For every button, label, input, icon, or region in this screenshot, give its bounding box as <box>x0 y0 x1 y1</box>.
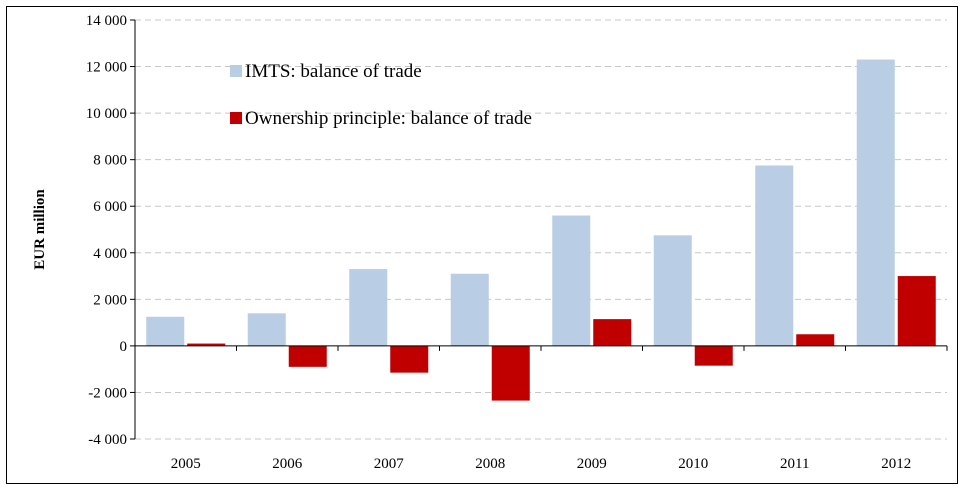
y-tick-label: 10 000 <box>86 106 127 122</box>
x-tick-label: 2006 <box>272 456 303 472</box>
bar-imts-2006 <box>247 313 286 346</box>
legend-swatch-ownership <box>230 112 242 124</box>
y-tick-label: 12 000 <box>86 60 127 76</box>
bar-imts-2011 <box>755 165 794 346</box>
bar-ownership-2011 <box>796 334 835 346</box>
legend-label-ownership: Ownership principle: balance of trade <box>245 108 532 129</box>
x-tick-label: 2007 <box>374 456 405 472</box>
y-tick-label: 0 <box>120 339 128 355</box>
x-tick-label: 2008 <box>475 456 505 472</box>
bar-imts-2009 <box>552 215 591 346</box>
x-tick-label: 2010 <box>678 456 708 472</box>
axes <box>130 19 948 440</box>
x-tick-label: 2012 <box>881 456 911 472</box>
bar-imts-2010 <box>653 235 692 346</box>
y-tick-label: 6 000 <box>93 199 127 215</box>
bar-ownership-2007 <box>390 345 429 373</box>
bar-imts-2008 <box>450 273 489 346</box>
x-tick-label: 2005 <box>171 456 201 472</box>
bar-ownership-2005 <box>187 343 226 346</box>
y-tick-label: 14 000 <box>86 13 127 29</box>
bar-ownership-2009 <box>593 319 632 346</box>
y-tick-label: 2 000 <box>93 292 127 308</box>
legend-label-imts: IMTS: balance of trade <box>245 61 422 82</box>
bar-ownership-2012 <box>897 276 936 346</box>
bars <box>146 59 936 401</box>
bar-ownership-2006 <box>288 345 327 367</box>
bar-imts-2007 <box>349 269 388 346</box>
y-tick-label: -4 000 <box>88 432 127 448</box>
y-axis-title: EUR million <box>32 189 48 270</box>
x-tick-label: 2009 <box>577 456 607 472</box>
bar-imts-2012 <box>856 59 895 346</box>
chart-frame: -4 000 -2 000 0 2 000 4 000 6 000 8 000 10 000 1… <box>6 6 958 484</box>
gridlines <box>135 19 947 440</box>
legend: IMTS: balance of trade Ownership princip… <box>230 61 532 129</box>
bar-ownership-2010 <box>694 345 733 366</box>
bar-chart: -4 000 -2 000 0 2 000 4 000 6 000 8 000 10 000 1… <box>32 13 948 472</box>
y-tick-labels: -4 000 -2 000 0 2 000 4 000 6 000 8 000 10 000 1… <box>86 13 127 448</box>
y-tick-label: -2 000 <box>88 385 127 401</box>
legend-swatch-imts <box>230 65 242 77</box>
bar-ownership-2008 <box>491 345 530 401</box>
x-tick-label: 2011 <box>780 456 809 472</box>
bar-imts-2005 <box>146 316 185 346</box>
x-tick-labels: 2005 2006 2007 2008 2009 2010 2011 2012 <box>171 456 912 472</box>
y-tick-label: 8 000 <box>93 153 127 169</box>
y-tick-label: 4 000 <box>93 246 127 262</box>
